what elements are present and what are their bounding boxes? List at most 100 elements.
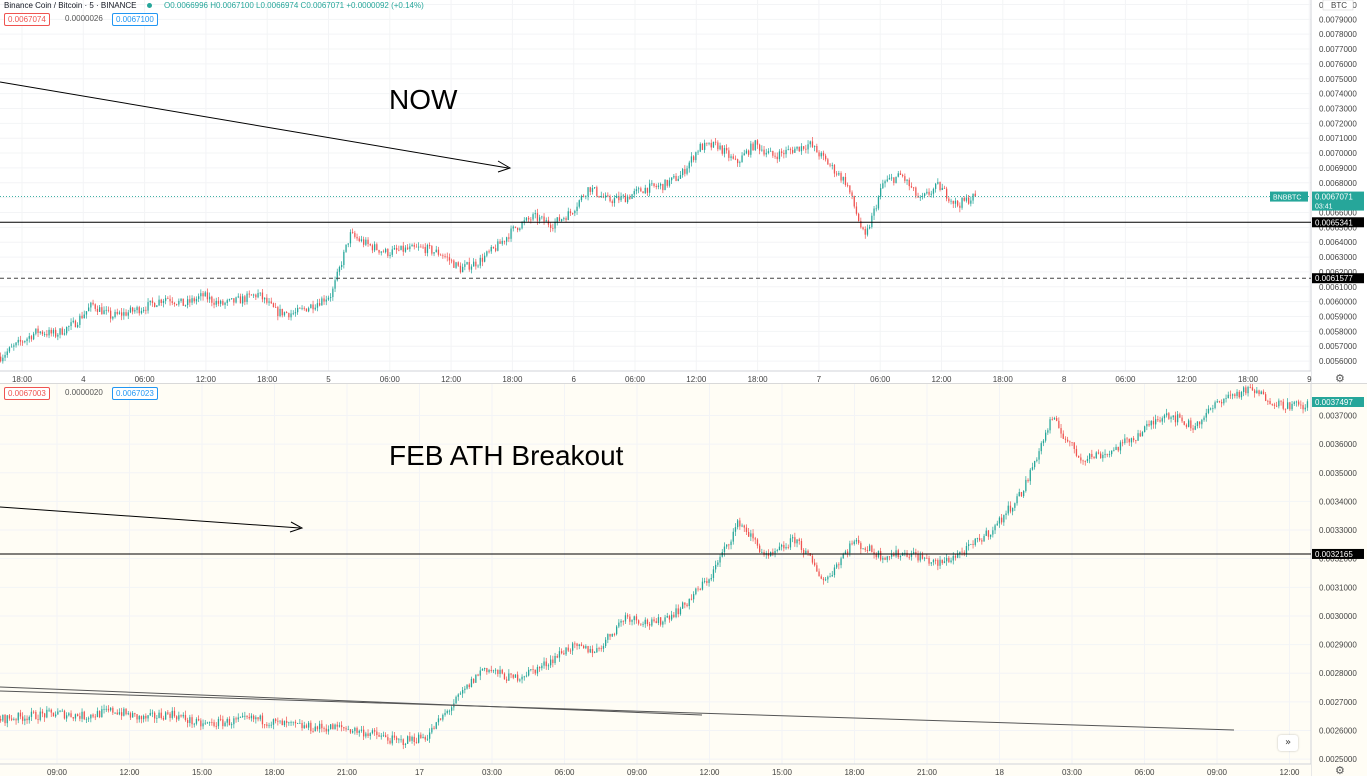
candle-body bbox=[589, 187, 591, 192]
candle-body bbox=[745, 527, 748, 532]
candle-body bbox=[1091, 453, 1093, 458]
candle-body bbox=[1229, 394, 1232, 396]
candle-body bbox=[19, 712, 22, 717]
candle-body bbox=[873, 208, 875, 216]
sell-price-button[interactable]: 0.0067074 bbox=[4, 13, 50, 26]
candle-body bbox=[96, 308, 99, 312]
candle-body bbox=[1097, 452, 1100, 454]
candle-body bbox=[836, 564, 838, 568]
top-chart-pane[interactable]: 0.0056000 0.0057000 0.0058000 0.0059000 0.00… bbox=[0, 0, 1367, 383]
candle-body bbox=[314, 307, 316, 310]
buy-price-button[interactable]: 0.0067023 bbox=[112, 387, 158, 400]
candle-body bbox=[851, 543, 853, 545]
candle-body bbox=[695, 152, 697, 161]
candle-body bbox=[1188, 420, 1190, 427]
candle-body bbox=[6, 715, 8, 724]
candle-body bbox=[1053, 418, 1056, 420]
candle-body bbox=[690, 598, 693, 600]
time-tick-label: 4 bbox=[81, 375, 86, 383]
candle-body bbox=[671, 614, 673, 620]
candle-body bbox=[1262, 391, 1265, 395]
candle-body bbox=[1236, 391, 1238, 397]
candle-body bbox=[110, 707, 112, 711]
candle-body bbox=[440, 718, 442, 720]
candle-body bbox=[426, 244, 429, 254]
sell-price-button[interactable]: 0.0067003 bbox=[4, 387, 50, 400]
annotation-now[interactable]: NOW bbox=[389, 84, 458, 115]
candle-body bbox=[673, 175, 675, 178]
settings-gear-icon[interactable]: ⚙ bbox=[1335, 373, 1345, 385]
candle-body bbox=[583, 195, 585, 197]
time-tick-label: 09:00 bbox=[1207, 768, 1228, 776]
pane-separator[interactable] bbox=[0, 383, 1367, 384]
top-chart-canvas[interactable]: 0.0056000 0.0057000 0.0058000 0.0059000 0.00… bbox=[0, 0, 1367, 383]
time-tick-label: 03:00 bbox=[1062, 768, 1083, 776]
candle-body bbox=[15, 719, 17, 721]
settings-gear-icon[interactable]: ⚙ bbox=[1335, 765, 1345, 777]
candle-body bbox=[1135, 440, 1137, 441]
candle-body bbox=[891, 177, 893, 179]
candle-body bbox=[899, 555, 902, 558]
candle-body bbox=[629, 196, 631, 199]
price-tick-label: 0.0026000 bbox=[1319, 727, 1357, 736]
candle-body bbox=[739, 162, 741, 164]
candle-body bbox=[693, 156, 695, 161]
candle-body bbox=[385, 735, 387, 738]
candle-body bbox=[118, 712, 121, 715]
candle-body bbox=[415, 741, 418, 743]
time-tick-label: 12:00 bbox=[699, 768, 720, 776]
candle-body bbox=[279, 308, 281, 317]
candle-body bbox=[209, 722, 211, 723]
candle-body bbox=[1141, 432, 1144, 437]
candle-body bbox=[576, 643, 578, 647]
scroll-to-realtime-button[interactable]: » bbox=[1278, 735, 1298, 751]
candle-body bbox=[523, 220, 525, 223]
candle-body bbox=[400, 739, 402, 741]
candle-body bbox=[1166, 413, 1168, 416]
candle-body bbox=[433, 252, 435, 254]
candle-body bbox=[750, 533, 752, 537]
candle-body bbox=[754, 140, 756, 151]
candle-body bbox=[424, 246, 426, 254]
candle-body bbox=[891, 553, 893, 557]
candle-body bbox=[860, 221, 862, 228]
candle-body bbox=[732, 156, 734, 159]
candle-body bbox=[858, 213, 860, 222]
candle-body bbox=[1095, 452, 1097, 459]
currency-button-bg bbox=[1322, 0, 1354, 11]
candle-body bbox=[404, 247, 407, 252]
candle-body bbox=[173, 302, 176, 305]
candle-body bbox=[248, 293, 250, 295]
bottom-chart-pane[interactable]: 0.0025000 0.0026000 0.0027000 0.0028000 0.00… bbox=[0, 384, 1367, 776]
candle-body bbox=[1201, 419, 1203, 425]
price-tick-label: 0.0032000 bbox=[1319, 555, 1357, 564]
candle-body bbox=[948, 198, 950, 202]
symbol-title[interactable]: Binance Coin / Bitcoin · 5 · BINANCE bbox=[4, 1, 137, 10]
candle-body bbox=[422, 246, 424, 248]
buy-price-button[interactable]: 0.0067100 bbox=[112, 13, 158, 26]
candle-body bbox=[13, 719, 15, 720]
candle-body bbox=[1080, 457, 1082, 461]
annotation-feb-ath-breakout[interactable]: FEB ATH Breakout bbox=[389, 440, 624, 471]
candle-body bbox=[440, 254, 442, 256]
candle-body bbox=[569, 211, 572, 214]
candle-body bbox=[187, 299, 189, 305]
candle-body bbox=[343, 251, 345, 265]
candle-body bbox=[112, 316, 114, 319]
candle-body bbox=[970, 543, 972, 545]
candle-body bbox=[28, 336, 30, 339]
candle-body bbox=[930, 562, 932, 564]
candle-body bbox=[558, 651, 561, 658]
bottom-chart-canvas[interactable]: 0.0025000 0.0026000 0.0027000 0.0028000 0.00… bbox=[0, 384, 1367, 776]
candle-body bbox=[286, 721, 288, 723]
candle-body bbox=[792, 537, 794, 539]
candle-body bbox=[486, 668, 488, 673]
candle-body bbox=[631, 620, 633, 622]
candle-body bbox=[759, 545, 761, 553]
candle-body bbox=[112, 707, 114, 713]
candle-body bbox=[345, 728, 347, 730]
candle-body bbox=[1247, 386, 1249, 394]
candle-body bbox=[816, 145, 818, 153]
candle-body bbox=[1298, 401, 1300, 405]
candle-body bbox=[1249, 386, 1251, 388]
